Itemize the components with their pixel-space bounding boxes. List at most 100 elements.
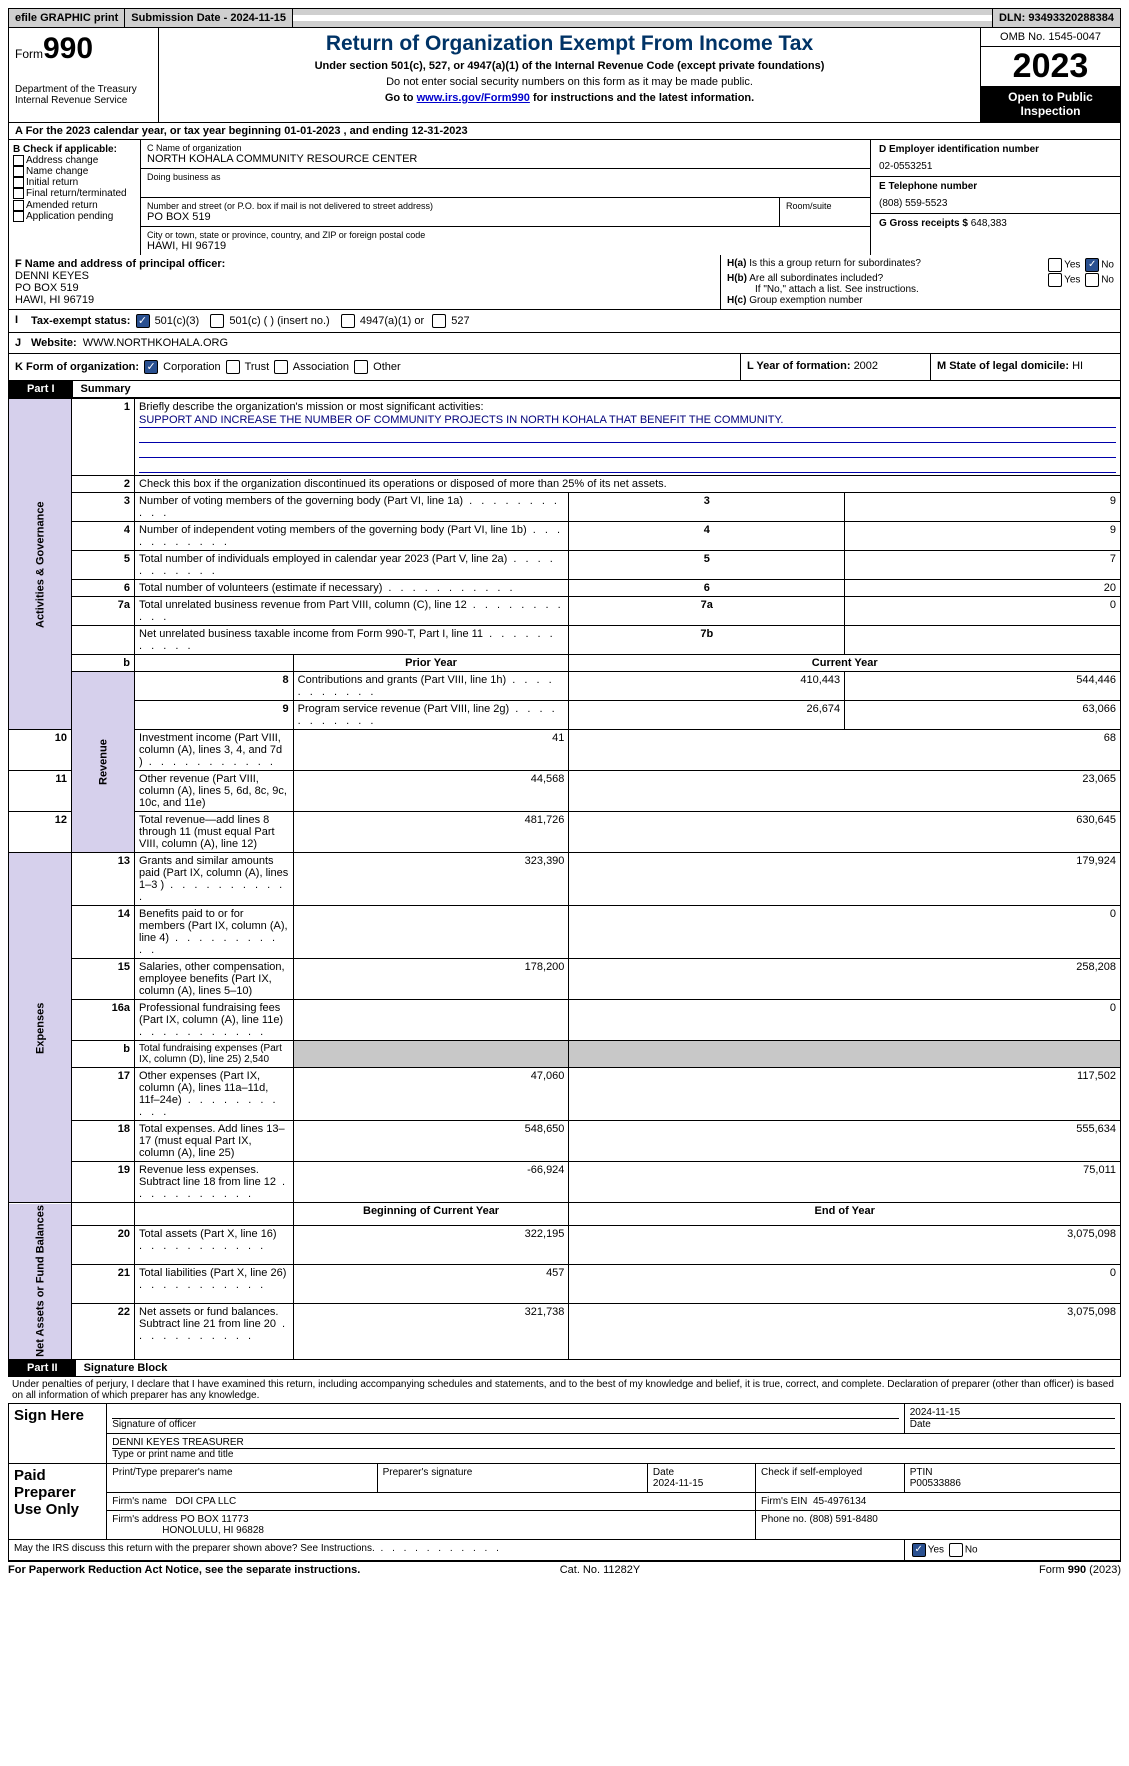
- line2: Check this box if the organization disco…: [139, 478, 667, 490]
- ha-no[interactable]: [1085, 258, 1099, 272]
- chk-4947[interactable]: [341, 314, 355, 328]
- f-lbl: F Name and address of principal officer:: [15, 258, 714, 270]
- col-b-checkboxes: B Check if applicable: Address change Na…: [9, 140, 141, 255]
- val-5: 7: [845, 551, 1121, 580]
- d-lbl: D Employer identification number: [879, 144, 1112, 155]
- form-number: Form990: [15, 32, 152, 66]
- form-header: Form990 Department of the Treasury Inter…: [8, 28, 1121, 123]
- firm-name: DOI CPA LLC: [175, 1496, 236, 1507]
- form-ref: Form 990 (2023): [1039, 1564, 1121, 1576]
- may-no[interactable]: [949, 1543, 963, 1557]
- part1-tag: Part I: [9, 381, 73, 397]
- chk-527[interactable]: [432, 314, 446, 328]
- chk-address[interactable]: [13, 155, 24, 166]
- paid-preparer: Paid Preparer Use Only: [9, 1463, 107, 1539]
- sign-here: Sign Here: [9, 1403, 107, 1463]
- b-title: B Check if applicable:: [13, 144, 136, 155]
- ein: 02-0553251: [879, 161, 1112, 172]
- efile-label[interactable]: efile GRAPHIC print: [9, 9, 125, 27]
- irs-label: Internal Revenue Service: [15, 95, 152, 106]
- chk-final[interactable]: [13, 188, 24, 199]
- l-lbl: L Year of formation:: [747, 360, 854, 372]
- dba-lbl: Doing business as: [147, 172, 864, 182]
- may-yes[interactable]: [912, 1543, 926, 1557]
- chk-amended[interactable]: [13, 200, 24, 211]
- submission-date: Submission Date - 2024-11-15: [125, 9, 293, 27]
- part1-title: Summary: [73, 381, 139, 397]
- footer: For Paperwork Reduction Act Notice, see …: [8, 1561, 1121, 1576]
- org-name: NORTH KOHALA COMMUNITY RESOURCE CENTER: [147, 153, 864, 165]
- officer-name: DENNI KEYES: [15, 270, 714, 282]
- street-lbl: Number and street (or P.O. box if mail i…: [147, 201, 773, 211]
- room-lbl: Room/suite: [786, 201, 864, 211]
- side-netassets: Net Assets or Fund Balances: [9, 1203, 72, 1360]
- officer-sig-name: DENNI KEYES TREASURER: [112, 1437, 1115, 1449]
- c-name-lbl: C Name of organization: [147, 143, 864, 153]
- val-6: 20: [845, 580, 1121, 597]
- gross-receipts: 648,383: [971, 218, 1007, 229]
- side-governance: Activities & Governance: [9, 399, 72, 730]
- chk-initial[interactable]: [13, 177, 24, 188]
- g-lbl: G Gross receipts $: [879, 218, 968, 229]
- hdr-current-year: Current Year: [569, 655, 1121, 672]
- ssn-note: Do not enter social security numbers on …: [163, 76, 976, 88]
- part2-title: Signature Block: [76, 1360, 176, 1376]
- open-public: Open to Public Inspection: [981, 86, 1120, 122]
- chk-trust[interactable]: [226, 360, 240, 374]
- omb-number: OMB No. 1545-0047: [981, 28, 1120, 47]
- dept-treasury: Department of the Treasury: [15, 84, 152, 95]
- domicile: HI: [1072, 360, 1083, 372]
- form-title: Return of Organization Exempt From Incom…: [163, 32, 976, 56]
- hc-text: Group exemption number: [749, 295, 862, 306]
- website: WWW.NORTHKOHALA.ORG: [83, 337, 228, 349]
- val-3: 9: [845, 493, 1121, 522]
- chk-name[interactable]: [13, 166, 24, 177]
- k-lbl: K Form of organization:: [15, 361, 139, 373]
- chk-corp[interactable]: [144, 360, 158, 374]
- ha-text: Is this a group return for subordinates?: [749, 258, 921, 269]
- firm-ein: 45-4976134: [813, 1496, 866, 1507]
- hdr-prior-year: Prior Year: [293, 655, 569, 672]
- summary-table: Activities & Governance 1 Briefly descri…: [8, 398, 1121, 1360]
- city-lbl: City or town, state or province, country…: [147, 230, 864, 240]
- tax-year: 2023: [981, 47, 1120, 86]
- year-formation: 2002: [854, 360, 878, 372]
- m-lbl: M State of legal domicile:: [937, 360, 1072, 372]
- cat-no: Cat. No. 11282Y: [560, 1564, 641, 1576]
- mission-text: SUPPORT AND INCREASE THE NUMBER OF COMMU…: [139, 413, 1116, 428]
- chk-assoc[interactable]: [274, 360, 288, 374]
- ptin: P00533886: [910, 1478, 961, 1489]
- paperwork-notice: For Paperwork Reduction Act Notice, see …: [8, 1564, 360, 1576]
- form-subtitle: Under section 501(c), 527, or 4947(a)(1)…: [163, 60, 976, 72]
- val-4: 9: [845, 522, 1121, 551]
- val-7b: [845, 626, 1121, 655]
- officer-addr2: HAWI, HI 96719: [15, 294, 714, 306]
- ha-yes[interactable]: [1048, 258, 1062, 272]
- top-bar: efile GRAPHIC print Submission Date - 20…: [8, 8, 1121, 28]
- may-discuss: May the IRS discuss this return with the…: [14, 1543, 375, 1554]
- hb-yes[interactable]: [1048, 273, 1062, 287]
- chk-501c[interactable]: [210, 314, 224, 328]
- e-lbl: E Telephone number: [879, 181, 1112, 192]
- irs-link[interactable]: www.irs.gov/Form990: [417, 92, 530, 104]
- perjury-decl: Under penalties of perjury, I declare th…: [8, 1377, 1121, 1403]
- signature-table: Sign Here Signature of officer 2024-11-1…: [8, 1403, 1121, 1561]
- chk-pending[interactable]: [13, 211, 24, 222]
- hb-text: Are all subordinates included?: [749, 273, 883, 284]
- part2-tag: Part II: [9, 1360, 76, 1376]
- row-a-tax-year: A For the 2023 calendar year, or tax yea…: [8, 123, 1121, 140]
- city: HAWI, HI 96719: [147, 240, 864, 252]
- side-revenue: Revenue: [72, 672, 135, 853]
- officer-addr1: PO BOX 519: [15, 282, 714, 294]
- prep-phone: (808) 591-8480: [809, 1514, 877, 1525]
- val-7a: 0: [845, 597, 1121, 626]
- i-lbl: Tax-exempt status:: [31, 315, 130, 327]
- chk-501c3[interactable]: [136, 314, 150, 328]
- hb-no[interactable]: [1085, 273, 1099, 287]
- sig-date: 2024-11-15: [910, 1407, 1115, 1419]
- mission-lbl: Briefly describe the organization's miss…: [139, 401, 1116, 413]
- j-lbl: Website:: [31, 337, 77, 349]
- chk-other[interactable]: [354, 360, 368, 374]
- side-expenses: Expenses: [9, 853, 72, 1203]
- goto-line: Go to www.irs.gov/Form990 for instructio…: [163, 92, 976, 104]
